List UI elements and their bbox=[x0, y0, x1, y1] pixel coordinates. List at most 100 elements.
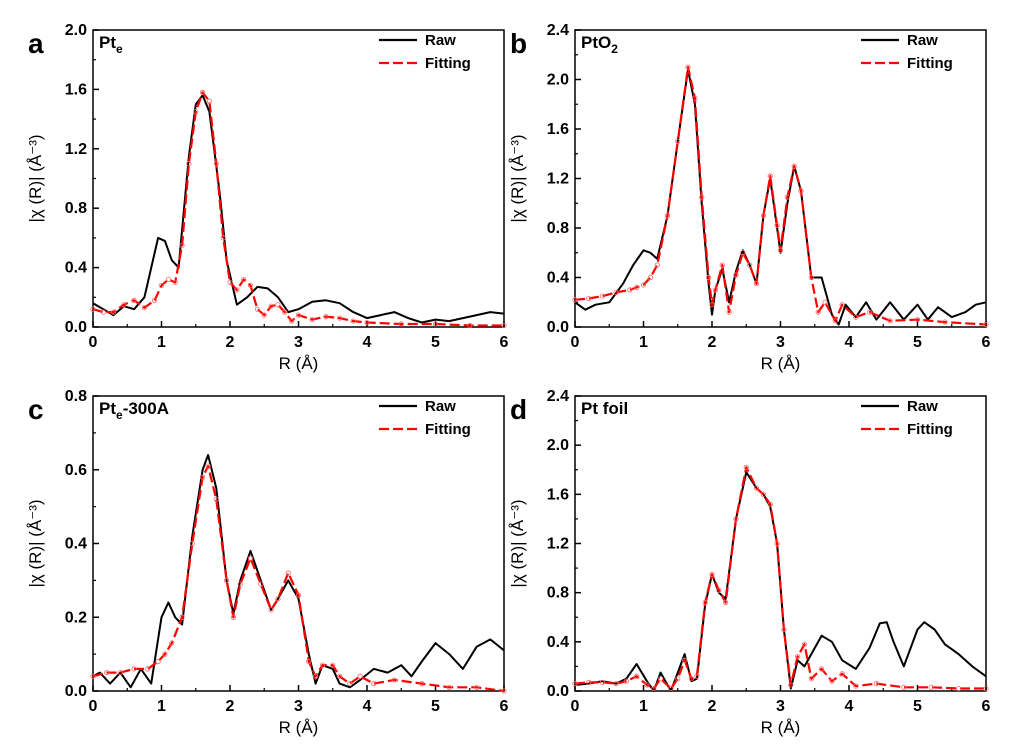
fit-marker bbox=[613, 289, 619, 295]
x-tick-label: 0 bbox=[89, 334, 98, 351]
fit-marker bbox=[241, 276, 247, 283]
fit-marker bbox=[572, 297, 578, 303]
fit-marker bbox=[419, 681, 425, 687]
x-tick-label: 0 bbox=[89, 698, 98, 715]
fit-marker bbox=[158, 282, 165, 289]
fit-marker bbox=[640, 282, 647, 288]
fit-marker bbox=[928, 684, 934, 690]
fit-marker bbox=[767, 501, 773, 507]
fit-marker bbox=[572, 681, 578, 687]
x-axis-title: R (Å) bbox=[279, 354, 319, 373]
fit-marker bbox=[313, 673, 319, 679]
fit-marker bbox=[726, 309, 732, 315]
fit-marker bbox=[172, 279, 178, 286]
fit-marker bbox=[709, 302, 715, 308]
fit-marker bbox=[295, 592, 302, 598]
x-tick-label: 3 bbox=[294, 334, 303, 351]
fit-marker bbox=[873, 681, 880, 687]
series-line-fitting bbox=[92, 91, 504, 327]
y-tick-label: 2.0 bbox=[65, 22, 87, 39]
x-tick-label: 4 bbox=[363, 334, 372, 351]
fit-marker bbox=[223, 577, 230, 583]
fit-marker bbox=[473, 684, 480, 690]
fit-marker bbox=[788, 682, 794, 688]
fit-marker bbox=[651, 685, 657, 692]
fit-marker bbox=[681, 657, 688, 663]
x-tick-label: 2 bbox=[708, 334, 717, 351]
y-tick-label: 2.0 bbox=[547, 437, 569, 454]
legend-label-fitting: Fitting bbox=[907, 55, 953, 72]
fit-marker bbox=[193, 109, 199, 115]
fit-marker bbox=[866, 309, 873, 315]
fit-marker bbox=[688, 676, 695, 682]
panel-d: 0 1 2 3 4 5 6 0.0 0.4 0.8 1.2 1.6 2.0 2.4 R (Å) |χ (R)|… bbox=[508, 388, 991, 737]
fit-marker bbox=[165, 276, 171, 283]
y-tick-label: 0.8 bbox=[547, 220, 569, 237]
x-tick-label: 6 bbox=[500, 698, 509, 715]
fit-marker bbox=[760, 491, 766, 497]
fit-marker bbox=[110, 309, 117, 315]
x-tick-label: 0 bbox=[571, 334, 580, 351]
fit-marker bbox=[285, 570, 291, 576]
fit-marker bbox=[247, 555, 254, 561]
panel-title-subscript: e bbox=[116, 408, 123, 422]
fit-marker bbox=[90, 673, 96, 679]
y-tick-label: 0.6 bbox=[65, 462, 87, 479]
fit-marker bbox=[712, 287, 719, 293]
fit-marker bbox=[644, 682, 650, 688]
legend-label-raw: Raw bbox=[907, 398, 938, 415]
panel-letter: a bbox=[28, 28, 44, 59]
fit-marker bbox=[323, 314, 329, 320]
fit-marker bbox=[675, 676, 681, 682]
fit-marker bbox=[942, 319, 948, 325]
y-tick-label: 0.4 bbox=[65, 260, 87, 277]
plot-frame bbox=[92, 395, 505, 692]
panel-title: Pte-300A bbox=[99, 399, 169, 422]
panel-a: 0 1 2 3 4 5 6 0.0 0.4 0.8 1.2 1.6 2.0 R (Å) |χ (R)| (Å… bbox=[26, 22, 509, 373]
series-line-raw bbox=[92, 454, 505, 689]
fit-marker bbox=[391, 677, 397, 683]
fit-marker bbox=[268, 607, 274, 613]
fit-marker bbox=[774, 222, 780, 229]
x-tick-label: 2 bbox=[708, 698, 717, 715]
fit-marker bbox=[306, 658, 312, 665]
fit-marker bbox=[781, 626, 787, 633]
fit-marker bbox=[213, 161, 219, 167]
series-line-raw bbox=[92, 94, 505, 324]
x-tick-label: 2 bbox=[226, 698, 235, 715]
fit-marker bbox=[647, 274, 653, 281]
fit-marker bbox=[623, 678, 629, 684]
fit-marker bbox=[446, 684, 452, 690]
fit-marker bbox=[733, 272, 739, 278]
fit-marker bbox=[914, 316, 921, 323]
fit-marker bbox=[586, 295, 592, 302]
fit-marker bbox=[791, 163, 797, 169]
y-tick-label: 2.4 bbox=[547, 22, 569, 39]
y-tick-label: 0.0 bbox=[65, 683, 87, 700]
x-tick-label: 1 bbox=[639, 334, 648, 351]
fit-marker bbox=[699, 194, 705, 200]
x-axis-title: R (Å) bbox=[761, 718, 801, 737]
fit-marker bbox=[289, 318, 295, 324]
fit-marker bbox=[169, 640, 175, 646]
y-axis-title: |χ (R)| (Å⁻³) bbox=[26, 499, 45, 587]
y-tick-label: 1.6 bbox=[547, 121, 569, 138]
fit-marker bbox=[162, 651, 168, 657]
fit-marker bbox=[753, 281, 760, 287]
plot-frame bbox=[574, 395, 987, 692]
panel-b: 0 1 2 3 4 5 6 0.0 0.4 0.8 1.2 1.6 2.0 2.4 R (Å) |χ (R)|… bbox=[508, 22, 991, 373]
x-tick-label: 5 bbox=[913, 698, 922, 715]
fit-marker bbox=[254, 306, 260, 312]
fit-marker bbox=[501, 688, 507, 694]
fit-marker bbox=[206, 98, 213, 104]
x-tick-label: 4 bbox=[845, 698, 854, 715]
panel-title: PtO2 bbox=[581, 33, 618, 56]
fit-marker bbox=[599, 293, 606, 299]
y-axis-title: |χ (R)| (Å⁻³) bbox=[26, 134, 45, 222]
x-tick-label: 0 bbox=[571, 698, 580, 715]
fit-marker bbox=[104, 669, 110, 676]
fit-marker bbox=[822, 299, 828, 305]
fit-marker bbox=[839, 302, 845, 308]
legend-label-raw: Raw bbox=[425, 32, 456, 49]
